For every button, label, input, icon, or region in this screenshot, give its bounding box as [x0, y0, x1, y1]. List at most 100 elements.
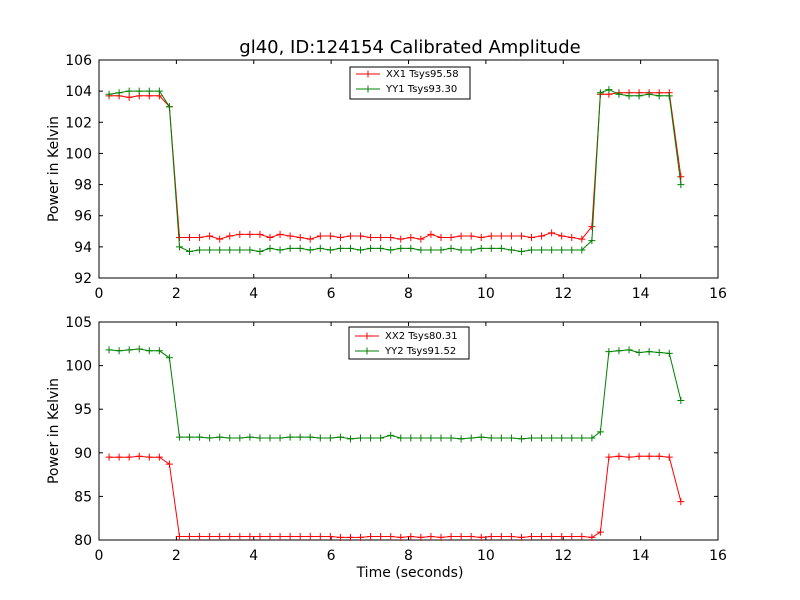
- data-point-yy1: [605, 86, 613, 94]
- data-point-xx2: [367, 533, 375, 541]
- data-point-yy1: [216, 246, 224, 254]
- data-point-yy1: [306, 246, 314, 254]
- data-point-xx2: [417, 533, 425, 541]
- data-point-xx1: [256, 230, 264, 238]
- data-point-xx2: [165, 460, 173, 468]
- data-point-yy2: [655, 349, 663, 357]
- legend-label-xx2: XX2 Tsys80.31: [385, 331, 458, 342]
- top-plot-x-ticks: 0 2 4 6 8 10 12 14 16: [95, 60, 727, 302]
- data-point-xx2: [497, 533, 505, 541]
- y-tick-label: 98: [74, 178, 92, 194]
- data-point-xx2: [316, 533, 324, 541]
- data-point-yy1: [596, 89, 604, 97]
- data-point-xx1: [437, 234, 445, 242]
- data-point-xx2: [615, 452, 623, 460]
- data-point-xx1: [246, 230, 254, 238]
- data-point-yy1: [528, 246, 536, 254]
- y-tick-label: 94: [74, 240, 92, 256]
- data-point-xx2: [216, 533, 224, 541]
- data-point-yy1: [655, 92, 663, 100]
- data-point-yy2: [357, 434, 365, 442]
- data-point-xx1: [528, 234, 536, 242]
- data-point-yy1: [155, 87, 163, 95]
- bottom-plot-xlabel: Time (seconds): [356, 565, 464, 581]
- data-point-yy2: [427, 434, 435, 442]
- data-point-yy2: [115, 347, 123, 355]
- data-point-yy1: [206, 246, 214, 254]
- y-tick-label: 92: [74, 271, 92, 287]
- data-point-yy1: [538, 246, 546, 254]
- legend-marker-yy2: [363, 347, 371, 355]
- data-point-xx1: [507, 232, 515, 240]
- data-point-yy2: [206, 434, 214, 442]
- data-point-yy1: [246, 246, 254, 254]
- data-point-xx2: [236, 533, 244, 541]
- data-point-yy2: [558, 434, 566, 442]
- data-point-yy2: [497, 434, 505, 442]
- data-point-xx2: [517, 533, 525, 541]
- data-point-xx2: [407, 533, 415, 541]
- data-point-yy2: [226, 434, 234, 442]
- data-point-yy2: [507, 434, 515, 442]
- data-point-yy2: [286, 433, 294, 441]
- data-point-yy1: [236, 246, 244, 254]
- x-tick-label: 14: [632, 286, 650, 302]
- data-point-yy2: [145, 347, 153, 355]
- data-point-yy2: [367, 434, 375, 442]
- data-point-yy2: [437, 434, 445, 442]
- data-point-xx2: [155, 453, 163, 461]
- data-point-xx2: [477, 533, 485, 541]
- data-point-yy1: [286, 244, 294, 252]
- data-point-yy1: [125, 87, 133, 95]
- y-tick-label: 90: [74, 446, 92, 462]
- series-line-yy2: [109, 348, 682, 440]
- data-point-yy2: [276, 434, 284, 442]
- legend-label-yy1: YY1 Tsys93.30: [385, 84, 457, 95]
- data-point-xx1: [306, 235, 314, 243]
- data-point-xx2: [306, 533, 314, 541]
- data-point-yy2: [548, 434, 556, 442]
- x-tick-label: 2: [172, 548, 181, 564]
- data-point-yy2: [165, 354, 173, 362]
- data-point-xx2: [677, 498, 685, 506]
- bottom-plot-legend: XX2 Tsys80.31 YY2 Tsys91.52: [348, 326, 470, 360]
- data-point-yy2: [377, 434, 385, 442]
- data-point-xx1: [226, 232, 234, 240]
- y-tick-label: 105: [65, 315, 92, 331]
- data-point-yy1: [336, 244, 344, 252]
- data-point-xx1: [236, 230, 244, 238]
- data-point-yy2: [296, 433, 304, 441]
- data-point-xx2: [326, 533, 334, 541]
- data-point-xx2: [115, 453, 123, 461]
- data-point-xx2: [507, 533, 515, 541]
- data-point-yy2: [467, 434, 475, 442]
- data-point-yy1: [457, 246, 465, 254]
- data-point-xx1: [336, 234, 344, 242]
- data-point-xx2: [206, 533, 214, 541]
- data-point-xx1: [487, 232, 495, 240]
- data-point-yy1: [135, 87, 143, 95]
- data-point-xx1: [357, 232, 365, 240]
- data-point-yy1: [397, 244, 405, 252]
- data-point-yy2: [615, 347, 623, 355]
- x-tick-label: 10: [477, 286, 495, 302]
- x-tick-label: 8: [404, 286, 413, 302]
- data-point-yy1: [145, 87, 153, 95]
- data-point-yy1: [507, 246, 515, 254]
- data-point-yy2: [186, 433, 194, 441]
- x-tick-label: 8: [404, 548, 413, 564]
- data-point-xx2: [665, 453, 673, 461]
- data-point-xx1: [517, 232, 525, 240]
- data-point-yy2: [447, 434, 455, 442]
- legend-label-xx1: XX1 Tsys95.58: [386, 69, 459, 80]
- y-tick-label: 80: [74, 533, 92, 549]
- data-point-yy2: [487, 434, 495, 442]
- data-point-yy2: [236, 434, 244, 442]
- series-line-yy1: [109, 89, 682, 253]
- top-plot-ylabel: Power in Kelvin: [46, 116, 62, 222]
- data-point-yy1: [256, 248, 264, 256]
- data-point-yy2: [105, 346, 113, 354]
- data-point-yy2: [528, 434, 536, 442]
- data-point-yy2: [417, 434, 425, 442]
